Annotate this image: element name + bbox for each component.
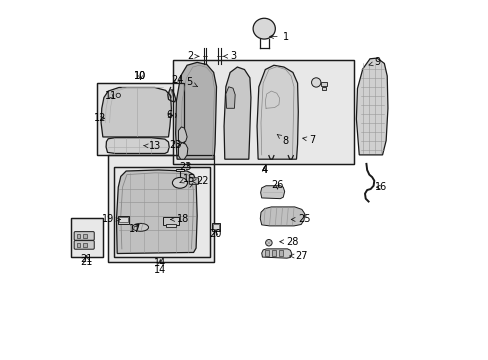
Text: 4: 4: [261, 165, 267, 175]
Text: 19: 19: [102, 215, 120, 224]
Bar: [118, 216, 129, 224]
FancyBboxPatch shape: [189, 178, 198, 184]
Circle shape: [116, 93, 120, 98]
Polygon shape: [178, 127, 187, 143]
Polygon shape: [116, 170, 197, 253]
Text: 10: 10: [134, 71, 146, 81]
Text: 2: 2: [186, 51, 199, 61]
Bar: [163, 217, 179, 225]
Bar: [83, 234, 86, 238]
Text: 15: 15: [180, 174, 195, 184]
Bar: [211, 223, 220, 231]
Text: 6: 6: [166, 111, 173, 121]
Text: 27: 27: [289, 251, 307, 261]
Text: 20: 20: [209, 229, 222, 239]
Bar: [264, 250, 268, 256]
Text: 23: 23: [179, 162, 191, 172]
FancyBboxPatch shape: [74, 231, 94, 240]
Polygon shape: [101, 87, 171, 137]
Text: 5: 5: [185, 77, 197, 87]
Bar: [113, 167, 210, 257]
Bar: [70, 218, 102, 257]
Text: 7: 7: [302, 135, 315, 145]
Bar: [321, 87, 325, 90]
FancyBboxPatch shape: [74, 240, 94, 249]
Bar: [70, 218, 102, 257]
Text: 21: 21: [81, 254, 93, 264]
Polygon shape: [260, 186, 284, 199]
Polygon shape: [178, 143, 187, 159]
Text: 9: 9: [368, 57, 380, 67]
Circle shape: [265, 239, 271, 246]
Bar: [77, 243, 80, 247]
Text: 16: 16: [375, 182, 387, 192]
Text: 14: 14: [154, 258, 166, 268]
Text: 17: 17: [128, 224, 141, 234]
Text: 22: 22: [192, 176, 208, 186]
Text: 28: 28: [279, 237, 299, 247]
Text: 11: 11: [105, 91, 117, 101]
Text: 18: 18: [170, 215, 188, 224]
Bar: [97, 83, 183, 155]
Bar: [271, 250, 276, 256]
Bar: [212, 225, 218, 229]
Polygon shape: [261, 249, 291, 258]
Bar: [172, 60, 353, 164]
Circle shape: [311, 78, 320, 87]
Text: 21: 21: [81, 257, 93, 267]
Ellipse shape: [172, 177, 187, 188]
Ellipse shape: [132, 224, 148, 231]
Polygon shape: [257, 65, 298, 159]
Bar: [97, 83, 183, 155]
Text: 10: 10: [134, 71, 146, 81]
Bar: [321, 82, 326, 86]
Text: 3: 3: [224, 51, 236, 61]
Bar: [108, 155, 214, 262]
Text: 14: 14: [154, 265, 166, 275]
Text: 26: 26: [271, 180, 283, 190]
Bar: [77, 234, 80, 238]
Text: 12: 12: [94, 113, 106, 123]
Text: 25: 25: [291, 215, 310, 224]
Bar: [172, 60, 353, 164]
Bar: [165, 224, 176, 227]
Polygon shape: [224, 67, 250, 159]
Bar: [278, 250, 283, 256]
Polygon shape: [175, 62, 216, 159]
Polygon shape: [260, 207, 304, 226]
Polygon shape: [106, 138, 169, 153]
Bar: [119, 217, 128, 222]
Text: 8: 8: [277, 134, 288, 145]
Polygon shape: [225, 87, 235, 108]
Ellipse shape: [253, 18, 275, 39]
Bar: [176, 168, 183, 171]
Bar: [113, 167, 210, 257]
Bar: [83, 243, 86, 247]
Bar: [108, 155, 214, 262]
Text: 4: 4: [261, 165, 267, 175]
Polygon shape: [356, 58, 387, 155]
Text: 24: 24: [170, 75, 183, 85]
Text: 23: 23: [169, 140, 182, 150]
Text: 13: 13: [143, 141, 162, 151]
Text: 1: 1: [269, 32, 288, 41]
